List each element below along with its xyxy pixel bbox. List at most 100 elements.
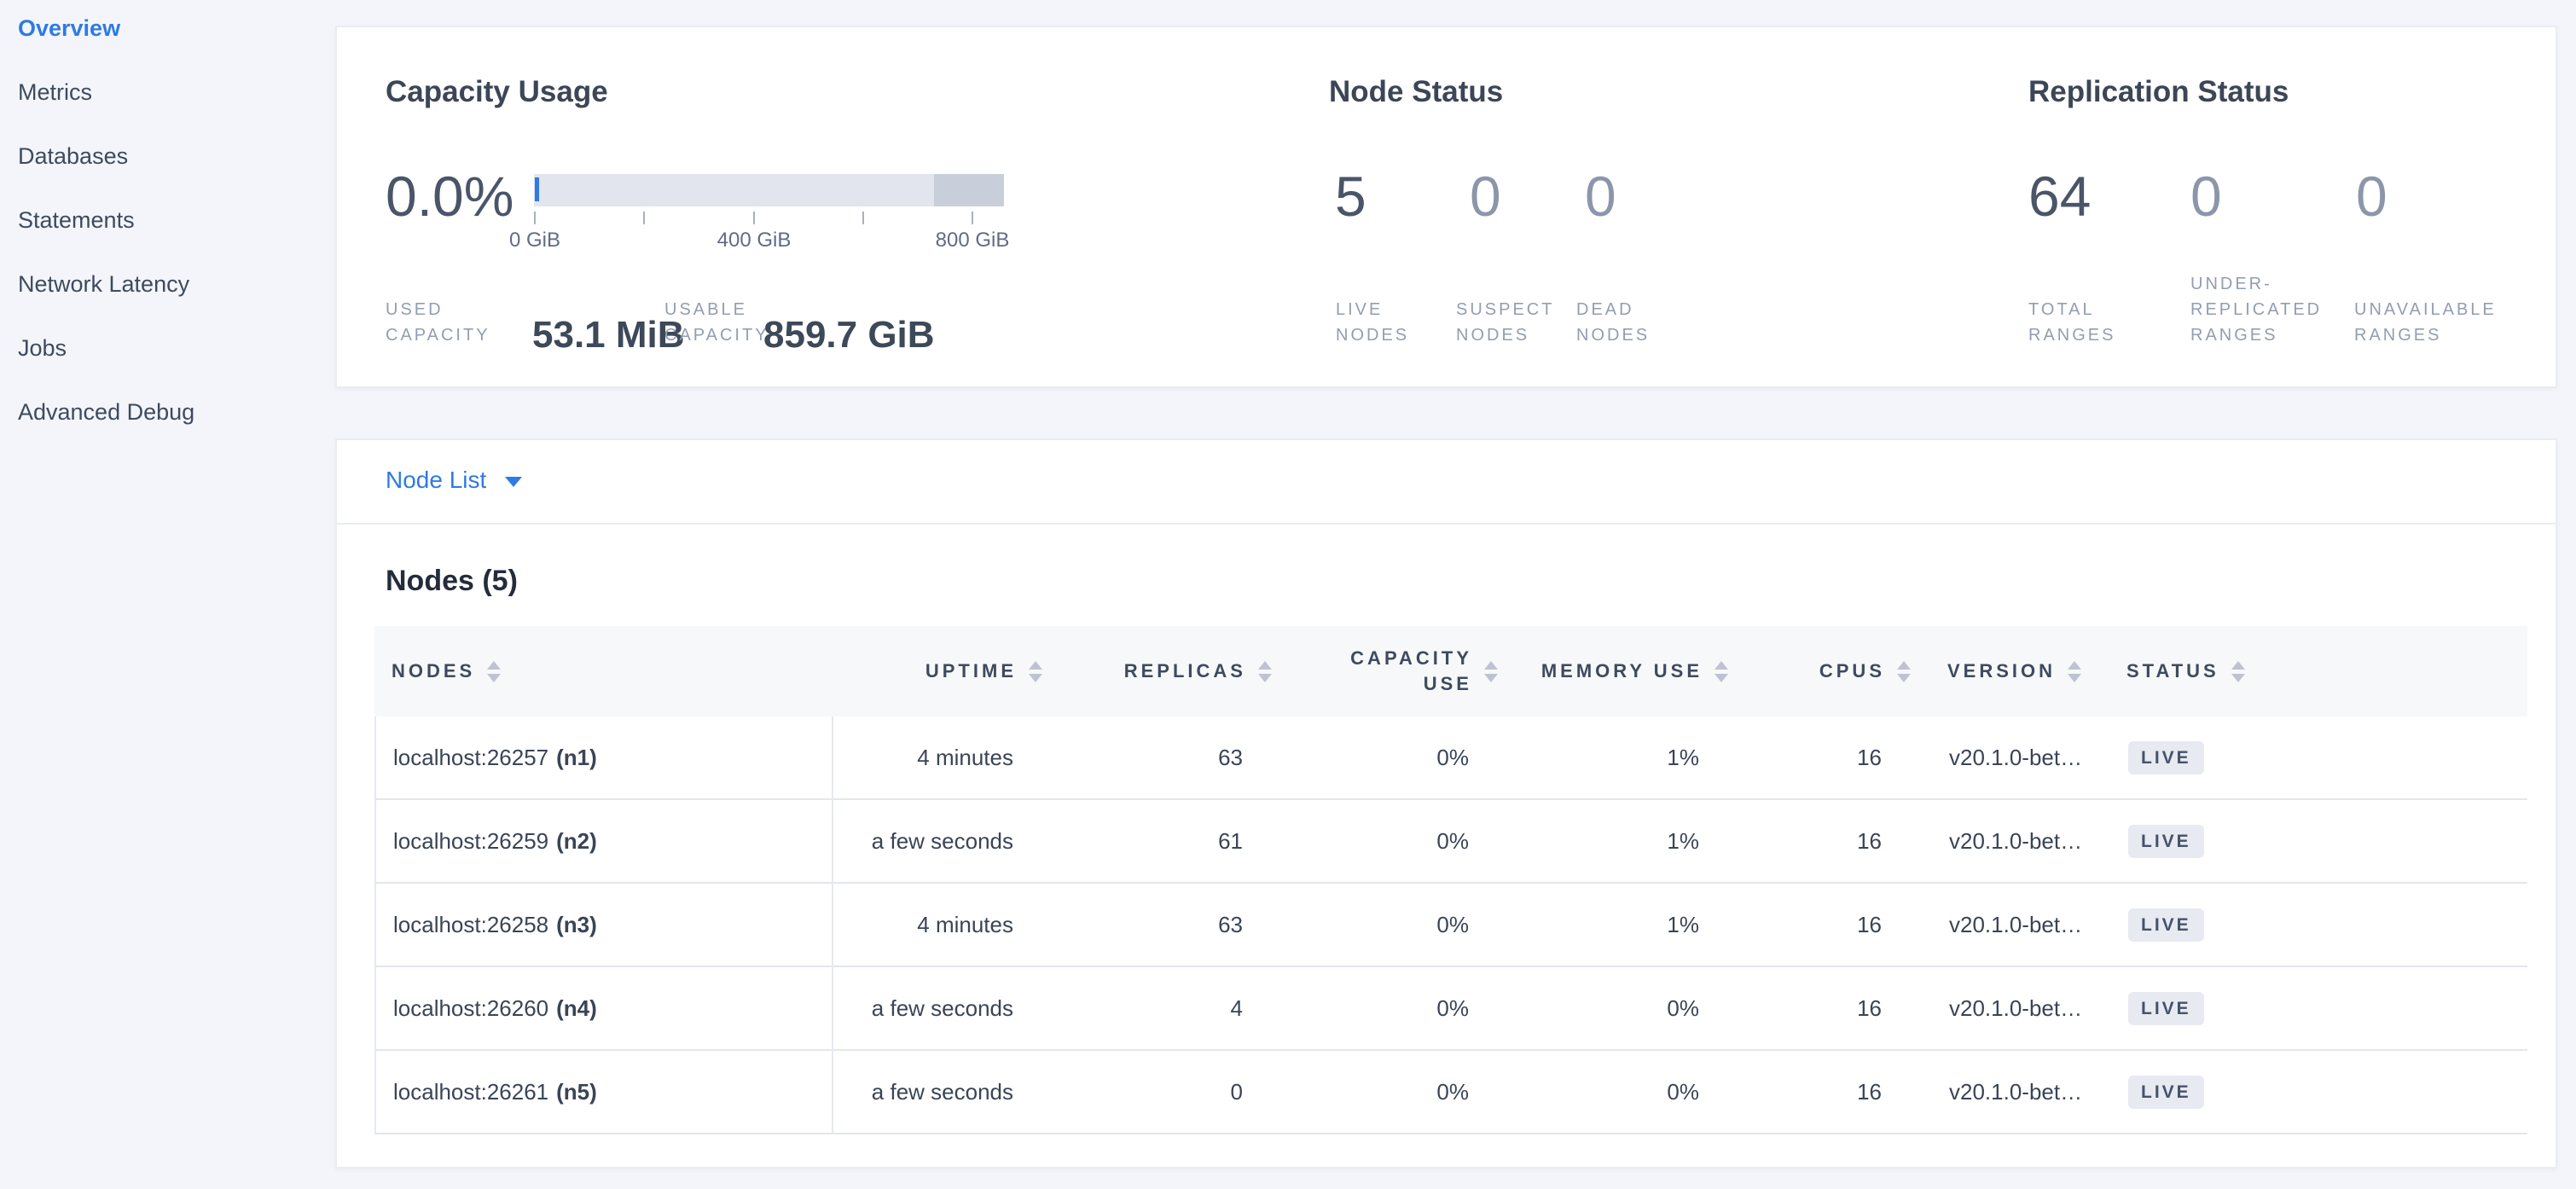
node-list-dropdown-label: Node List xyxy=(386,467,487,493)
uptime-cell: a few seconds xyxy=(871,995,1013,1021)
nodes-table: NODES UPTIME REPLICAS CAPACITY USE MEMOR… xyxy=(374,626,2527,1134)
unavailable-ranges-label: UNAVAILABLE RANGES xyxy=(2354,300,2497,345)
axis-tick xyxy=(753,212,755,224)
dead-nodes-label: DEAD NODES xyxy=(1576,300,1651,345)
capacity-gauge-used-marker xyxy=(535,177,539,201)
capacity-usage-title: Capacity Usage xyxy=(386,75,608,108)
node-status-title: Node Status xyxy=(1329,75,1504,108)
node-address-cell[interactable]: localhost:26258 (n3) xyxy=(393,884,597,966)
nodes-card: Node List Nodes (5) NODES UPTIME REPLICA… xyxy=(335,438,2557,1169)
capacity-use-cell: 0% xyxy=(1436,995,1469,1021)
column-header-uptime[interactable]: UPTIME xyxy=(925,626,1042,716)
axis-tick xyxy=(534,212,536,224)
version-cell: v20.1.0-bet… xyxy=(1949,995,2083,1021)
used-capacity-label: USED CAPACITY xyxy=(386,300,490,345)
column-header-version[interactable]: VERSION xyxy=(1947,626,2082,716)
axis-label-800gib: 800 GiB xyxy=(935,229,1010,252)
chevron-down-icon xyxy=(505,477,523,487)
version-cell: v20.1.0-bet… xyxy=(1949,911,2083,937)
sidebar-item-metrics[interactable]: Metrics xyxy=(18,79,92,105)
node-address-cell[interactable]: localhost:26261 (n5) xyxy=(393,1051,597,1133)
capacity-gauge-reserved-segment xyxy=(934,174,1004,206)
sort-icon xyxy=(1897,660,1911,682)
node-address-cell[interactable]: localhost:26257 (n1) xyxy=(393,716,597,798)
sort-icon xyxy=(2231,660,2245,682)
cpus-cell: 16 xyxy=(1857,827,1882,854)
table-row[interactable]: localhost:26258 (n3) 4 minutes 63 0% 1% … xyxy=(376,884,2527,967)
sort-icon xyxy=(1029,660,1042,682)
column-header-replicas[interactable]: REPLICAS xyxy=(1124,626,1272,716)
cpus-cell: 16 xyxy=(1857,911,1882,937)
cpus-cell: 16 xyxy=(1857,744,1882,770)
node-id: (n4) xyxy=(556,995,597,1021)
capacity-use-cell: 0% xyxy=(1436,911,1469,937)
table-row[interactable]: localhost:26259 (n2) a few seconds 61 0%… xyxy=(376,800,2527,884)
capacity-use-cell: 0% xyxy=(1436,1078,1469,1105)
column-header-status[interactable]: STATUS xyxy=(2126,626,2245,716)
usable-capacity-value: 859.7 GiB xyxy=(763,314,935,356)
sort-icon xyxy=(1258,660,1272,682)
memory-use-cell: 1% xyxy=(1667,911,1699,937)
sidebar-item-network-latency[interactable]: Network Latency xyxy=(18,271,190,297)
suspect-nodes-label: SUSPECT NODES xyxy=(1456,300,1555,345)
status-badge: LIVE xyxy=(2128,991,2204,1025)
node-address-cell[interactable]: localhost:26260 (n4) xyxy=(393,967,597,1049)
divider xyxy=(337,523,2556,525)
column-header-cpus[interactable]: CPUS xyxy=(1819,626,1911,716)
axis-label-0gib: 0 GiB xyxy=(508,229,561,252)
capacity-gauge-chart: 0 GiB 400 GiB 800 GiB xyxy=(509,174,1009,285)
memory-use-cell: 1% xyxy=(1667,827,1699,854)
sidebar-item-databases[interactable]: Databases xyxy=(18,143,129,169)
sort-icon xyxy=(487,660,502,682)
sort-icon xyxy=(2068,660,2082,682)
node-address-cell[interactable]: localhost:26259 (n2) xyxy=(393,800,597,882)
replicas-cell: 63 xyxy=(1218,911,1243,937)
column-header-capacity-use[interactable]: CAPACITY USE xyxy=(1327,626,1498,716)
column-header-memory-use[interactable]: MEMORY USE xyxy=(1541,626,1728,716)
sidebar-item-advanced-debug[interactable]: Advanced Debug xyxy=(18,399,195,425)
nodes-table-title: Nodes (5) xyxy=(386,565,518,597)
replicas-cell: 61 xyxy=(1218,827,1243,854)
capacity-gauge-bar xyxy=(534,174,1004,206)
sidebar-item-overview[interactable]: Overview xyxy=(18,15,121,41)
status-badge: LIVE xyxy=(2128,908,2204,942)
cluster-summary-card: Capacity Usage 0.0% 0 GiB 400 GiB 800 Gi… xyxy=(335,26,2557,388)
sidebar-item-jobs[interactable]: Jobs xyxy=(18,335,67,361)
node-id: (n3) xyxy=(556,911,597,937)
status-cell: LIVE xyxy=(2128,716,2204,798)
node-address: localhost:26259 xyxy=(393,827,549,854)
column-header-nodes[interactable]: NODES xyxy=(392,626,502,716)
replicas-cell: 63 xyxy=(1218,744,1243,770)
version-cell: v20.1.0-bet… xyxy=(1949,744,2083,770)
table-row[interactable]: localhost:26261 (n5) a few seconds 0 0% … xyxy=(376,1051,2527,1134)
replicas-cell: 0 xyxy=(1230,1078,1243,1105)
uptime-cell: a few seconds xyxy=(871,1078,1013,1105)
capacity-use-cell: 0% xyxy=(1436,827,1469,854)
table-row[interactable]: localhost:26260 (n4) a few seconds 4 0% … xyxy=(376,967,2527,1051)
status-badge: LIVE xyxy=(2128,1075,2204,1109)
node-list-dropdown[interactable]: Node List xyxy=(386,467,523,494)
usable-capacity-label: USABLE CAPACITY xyxy=(664,300,769,345)
table-body: localhost:26257 (n1) 4 minutes 63 0% 1% … xyxy=(374,716,2527,1134)
axis-label-400gib: 400 GiB xyxy=(717,229,792,252)
memory-use-cell: 1% xyxy=(1667,744,1699,770)
axis-tick xyxy=(862,212,864,224)
total-ranges-label: TOTAL RANGES xyxy=(2028,300,2116,345)
node-address: localhost:26257 xyxy=(393,744,549,770)
status-cell: LIVE xyxy=(2128,884,2204,966)
status-cell: LIVE xyxy=(2128,1051,2204,1133)
table-row[interactable]: localhost:26257 (n1) 4 minutes 63 0% 1% … xyxy=(376,716,2527,800)
suspect-nodes-count: 0 xyxy=(1470,165,1501,228)
status-badge: LIVE xyxy=(2128,824,2204,858)
node-address: localhost:26261 xyxy=(393,1078,549,1105)
status-cell: LIVE xyxy=(2128,800,2204,882)
under-replicated-ranges-count: 0 xyxy=(2190,165,2222,228)
uptime-cell: a few seconds xyxy=(871,827,1013,854)
version-cell: v20.1.0-bet… xyxy=(1949,827,2083,854)
uptime-cell: 4 minutes xyxy=(917,911,1013,937)
replicas-cell: 4 xyxy=(1230,995,1243,1021)
sidebar-item-statements[interactable]: Statements xyxy=(18,207,135,233)
live-nodes-label: LIVE NODES xyxy=(1336,300,1410,345)
axis-tick xyxy=(972,212,973,224)
sort-icon xyxy=(1484,660,1498,682)
